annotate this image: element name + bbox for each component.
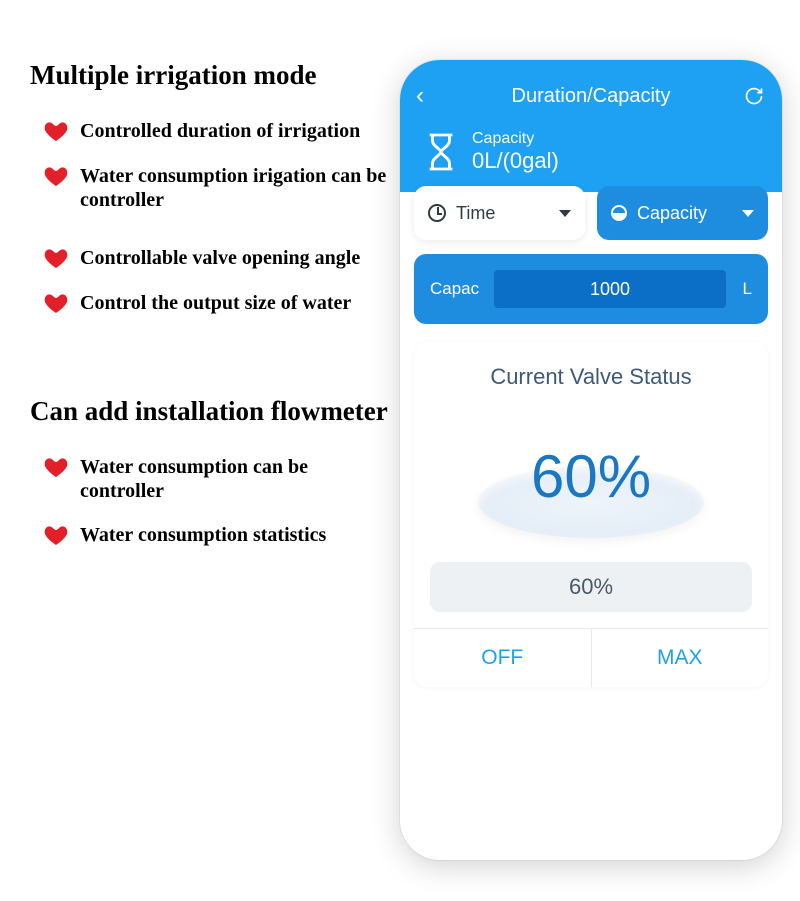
capacity-input-label: Capac — [430, 279, 484, 299]
bullet-list-2: Water consumption can be controller Wate… — [30, 455, 390, 548]
bullet-text: Control the output size of water — [80, 291, 351, 315]
clock-icon — [428, 204, 446, 222]
capacity-icon — [611, 205, 627, 221]
capacity-input-value: 1000 — [590, 279, 630, 300]
valve-slider-value: 60% — [569, 574, 613, 600]
screen-title: Duration/Capacity — [512, 85, 671, 108]
tab-time[interactable]: Time — [414, 186, 585, 240]
tab-time-label: Time — [456, 203, 495, 224]
heart-icon — [44, 456, 68, 480]
off-button-label: OFF — [481, 646, 523, 670]
heart-icon — [44, 524, 68, 548]
heart-icon — [44, 292, 68, 316]
valve-gauge: 60% — [414, 396, 768, 556]
bullet-list-1: Controlled duration of irrigation Water … — [30, 119, 390, 316]
bullet-item: Control the output size of water — [44, 291, 390, 316]
bullet-item: Water consumption statistics — [44, 523, 390, 548]
phone-header: ‹ Duration/Capacity Capacity 0L/(0gal) — [400, 60, 782, 192]
heart-icon — [44, 120, 68, 144]
heading-multiple-mode: Multiple irrigation mode — [30, 60, 390, 91]
bullet-item: Controllable valve opening angle — [44, 246, 390, 271]
off-button[interactable]: OFF — [414, 629, 591, 687]
heart-icon — [44, 165, 68, 189]
capacity-value: 0L/(0gal) — [472, 148, 559, 174]
capacity-input-panel: Capac 1000 L — [414, 254, 768, 324]
bullet-item: Controlled duration of irrigation — [44, 119, 390, 144]
chevron-down-icon — [742, 210, 754, 217]
bullet-text: Controllable valve opening angle — [80, 246, 360, 270]
valve-status-title: Current Valve Status — [414, 364, 768, 390]
refresh-icon — [744, 86, 764, 106]
bullet-text: Water consumption can be controller — [80, 455, 390, 503]
capacity-summary: Capacity 0L/(0gal) — [416, 116, 766, 192]
capacity-unit: L — [736, 279, 752, 299]
phone-mockup: ‹ Duration/Capacity Capacity 0L/(0gal) T — [400, 60, 782, 860]
bullet-text: Controlled duration of irrigation — [80, 119, 360, 143]
heart-icon — [44, 247, 68, 271]
bullet-text: Water consumption statistics — [80, 523, 326, 547]
back-button[interactable]: ‹ — [416, 82, 440, 110]
tab-capacity[interactable]: Capacity — [597, 186, 768, 240]
valve-percent: 60% — [531, 442, 651, 511]
left-column: Multiple irrigation mode Controlled dura… — [30, 60, 390, 860]
refresh-button[interactable] — [742, 86, 766, 106]
capacity-input[interactable]: 1000 — [494, 270, 726, 308]
bullet-text: Water consumption irigation can be contr… — [80, 164, 390, 212]
capacity-label: Capacity — [472, 130, 559, 148]
heading-flowmeter: Can add installation flowmeter — [30, 396, 390, 427]
chevron-down-icon — [559, 210, 571, 217]
valve-slider[interactable]: 60% — [430, 562, 752, 612]
bullet-item: Water consumption irigation can be contr… — [44, 164, 390, 212]
tab-capacity-label: Capacity — [637, 203, 707, 224]
max-button[interactable]: MAX — [591, 629, 769, 687]
hourglass-icon — [424, 132, 458, 172]
bullet-item: Water consumption can be controller — [44, 455, 390, 503]
max-button-label: MAX — [657, 646, 703, 670]
valve-status-card: Current Valve Status 60% 60% OFF MAX — [414, 342, 768, 687]
